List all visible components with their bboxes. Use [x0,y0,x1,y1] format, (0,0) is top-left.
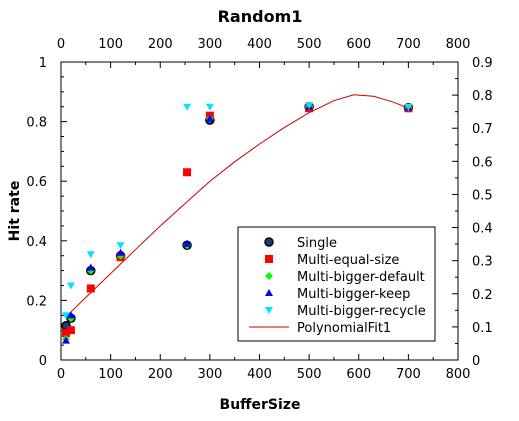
legend-label: PolynomialFit1 [297,321,391,336]
y2-tick-label: 0.1 [472,321,493,336]
legend-label: Multi-bigger-default [297,270,425,285]
x-tick-label: 400 [247,367,272,382]
legend-swatch [265,255,273,263]
y2-tick-label: 0.5 [472,188,493,203]
y2-tick-label: 0.7 [472,122,493,137]
y2-tick-label: 0.6 [472,155,493,170]
y2-tick-label: 0.4 [472,222,493,237]
y-tick-label: 0.2 [26,294,47,309]
data-point-multi-bigger-recycle [67,283,75,290]
y2-tick-label: 0.2 [472,288,493,303]
x-top-tick-label: 400 [247,37,272,52]
y-tick-label: 0.6 [26,175,47,190]
y2-tick-label: 0.9 [472,56,493,71]
x-top-tick-label: 300 [197,37,222,52]
data-point-multi-equal-size [87,284,95,292]
y-axis-title: Hit rate [7,181,23,242]
x-top-tick-label: 800 [446,37,471,52]
y2-tick-label: 0.8 [472,89,493,104]
legend-label: Single [297,236,337,251]
x-tick-label: 200 [148,367,173,382]
x-top-tick-label: 200 [148,37,173,52]
chart-title: Random1 [218,7,303,26]
x-top-tick-label: 500 [297,37,322,52]
data-point-multi-bigger-recycle [183,104,191,111]
y-tick-label: 0.8 [26,116,47,131]
x-top-tick-label: 700 [396,37,421,52]
x-tick-label: 300 [197,367,222,382]
x-tick-label: 800 [446,367,471,382]
y2-tick-label: 0.3 [472,255,493,270]
y-tick-label: 1 [39,56,47,71]
legend-label: Multi-equal-size [297,253,399,268]
x-tick-label: 500 [297,367,322,382]
data-point-multi-equal-size [67,326,75,334]
legend-label: Multi-bigger-keep [297,287,410,302]
data-point-multi-bigger-recycle [206,104,214,111]
x-tick-label: 100 [98,367,123,382]
data-point-multi-bigger-recycle [117,242,125,249]
x-top-tick-label: 0 [57,37,65,52]
legend: Single Multi-equal-size Multi-bigger-defau… [238,227,435,341]
x-top-tick-label: 100 [98,37,123,52]
x-axis-title: BufferSize [220,397,301,413]
x-tick-label: 0 [57,367,65,382]
x-tick-label: 600 [346,367,371,382]
x-tick-label: 700 [396,367,421,382]
y-tick-label: 0 [39,354,47,369]
data-point-multi-bigger-recycle [87,251,95,258]
y2-tick-label: 0 [472,354,480,369]
legend-swatch [265,238,273,246]
legend-label: Multi-bigger-recycle [297,304,426,319]
x-top-tick-label: 600 [346,37,371,52]
y-tick-label: 0.4 [26,235,47,250]
data-point-multi-equal-size [183,168,191,176]
